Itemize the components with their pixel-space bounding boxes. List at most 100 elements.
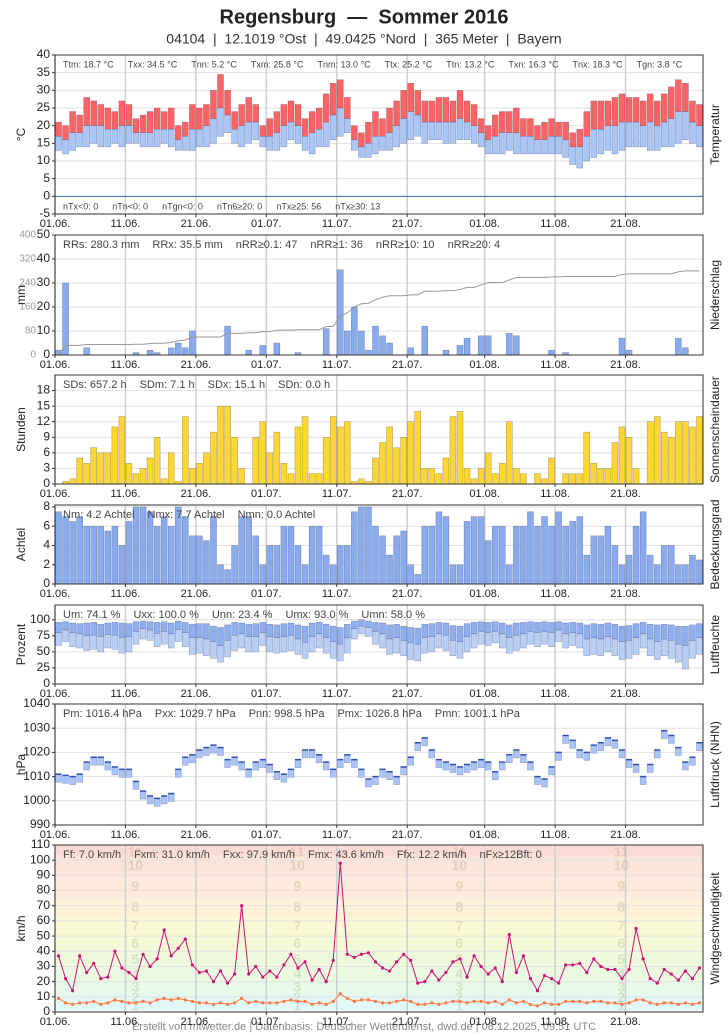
panel-title: Windgeschwindigkeit [708, 872, 722, 985]
range-bar [301, 625, 309, 643]
stat: Txm: 25.8 °C [251, 59, 304, 69]
point [155, 957, 159, 961]
bar [520, 525, 527, 585]
stat: Fmx: 43.6 km/h [308, 849, 384, 861]
range-bar [315, 107, 323, 130]
x-tick-label: 01.08. [469, 829, 500, 841]
point [395, 960, 399, 964]
y-tick-label: 100 [30, 612, 50, 626]
bar [182, 516, 189, 585]
stat: Uxx: 100.0 % [133, 609, 199, 621]
y-tick-label: 75 [37, 628, 51, 642]
level-bar [625, 759, 633, 768]
range-bar [55, 622, 62, 633]
point [437, 1002, 441, 1007]
panel-background [55, 704, 703, 825]
range-bar [463, 636, 471, 653]
bar [344, 330, 351, 356]
point [655, 1002, 659, 1007]
x-tick-label: 11.08. [540, 588, 570, 600]
point [254, 999, 258, 1003]
x-tick-label: 11.08. [540, 1016, 570, 1028]
band-label: 6 [455, 935, 463, 951]
range-bar [266, 636, 274, 653]
range-bar [604, 636, 612, 653]
point [359, 998, 363, 1002]
point [63, 1001, 68, 1005]
panel: 0 10 20 30 40 50 0 80 160 240 320 400 01.06. 11.06. 21… [14, 227, 722, 371]
bar [393, 447, 400, 485]
bar [139, 506, 147, 585]
bar [435, 511, 443, 585]
band-label: 7 [455, 918, 463, 934]
range-bar [660, 638, 668, 656]
point [225, 1002, 230, 1007]
bar [76, 516, 83, 585]
range-bar [639, 622, 647, 635]
bar [675, 337, 682, 356]
stat: Fxx: 97.9 km/h [223, 849, 295, 861]
level-bar [597, 742, 605, 751]
bar [344, 421, 351, 485]
range-bar [421, 624, 429, 639]
range-bar [449, 640, 457, 656]
bar [477, 468, 485, 485]
level-bar [90, 756, 98, 766]
x-tick-label: 01.06. [40, 829, 71, 841]
stat: Ttm: 18.7 °C [63, 59, 114, 69]
bar [259, 345, 267, 356]
level-bar [132, 781, 140, 790]
band-label: 6 [617, 935, 625, 951]
range-bar [463, 100, 471, 123]
range-bar [541, 621, 548, 632]
range-bar [491, 136, 499, 155]
bar [69, 478, 76, 485]
point [528, 977, 533, 981]
bar [442, 349, 450, 356]
level-bar [513, 749, 520, 759]
x-tick-label: 11.07. [322, 829, 352, 841]
stat: nTn6≥20: 0 [217, 201, 262, 211]
range-bar [153, 633, 161, 647]
level-bar [576, 749, 584, 759]
bar [668, 437, 675, 485]
x-tick-label: 11.06. [111, 359, 141, 371]
range-bar [660, 93, 668, 123]
band-label: 2 [293, 989, 301, 1005]
range-bar [618, 625, 626, 642]
range-bar [414, 90, 422, 116]
level-bar [428, 749, 436, 759]
band [55, 845, 703, 856]
point [247, 972, 251, 976]
bar [174, 342, 182, 356]
range-bar [83, 97, 90, 126]
point [662, 967, 666, 972]
bar [414, 574, 422, 585]
point [106, 1001, 110, 1005]
range-bar [639, 125, 647, 148]
x-tick-label: 21.06. [181, 1016, 212, 1028]
range-bar [456, 625, 464, 642]
y-tick-label: 18 [37, 383, 51, 397]
range-bar [597, 638, 605, 656]
stat: Txn: 16.3 °C [508, 59, 559, 69]
point [634, 926, 638, 931]
point [134, 1001, 138, 1005]
range-bar [153, 107, 161, 130]
point [141, 999, 145, 1003]
band-label: 10 [452, 857, 468, 873]
point [542, 1001, 547, 1005]
bar [189, 535, 196, 585]
range-bar [407, 642, 414, 660]
bar [245, 349, 252, 356]
point [571, 999, 575, 1003]
range-bar [569, 622, 576, 633]
bar [118, 416, 126, 485]
bar [604, 525, 612, 585]
point [557, 1002, 561, 1007]
point [697, 966, 702, 970]
point [275, 1001, 279, 1005]
range-bar [344, 118, 351, 133]
x-tick-label: 21.06. [181, 829, 212, 841]
